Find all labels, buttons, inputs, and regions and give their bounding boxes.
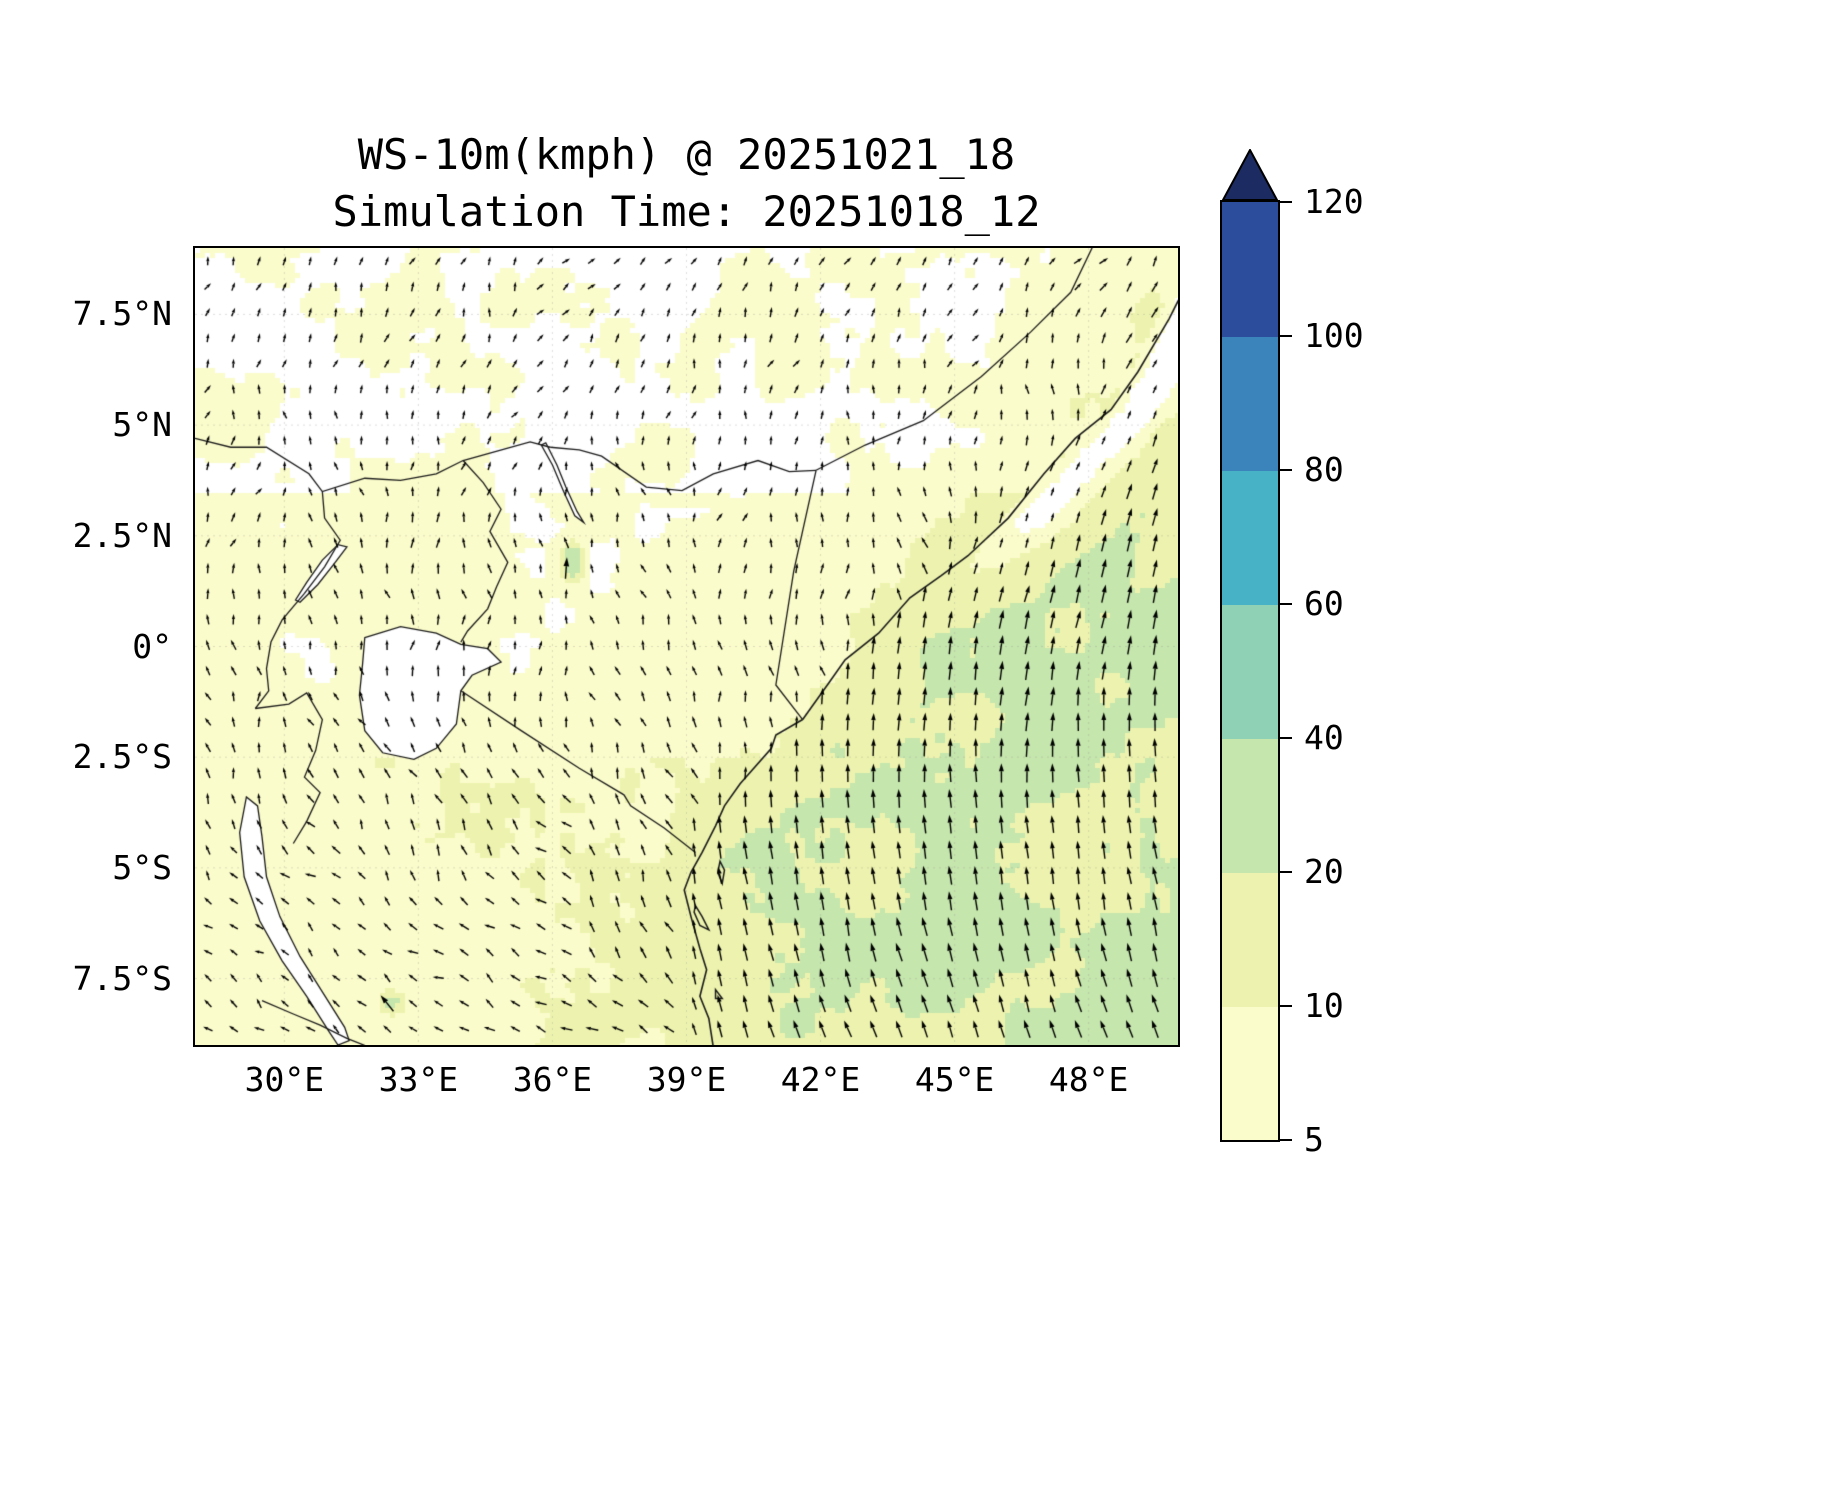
colorbar-segment — [1222, 470, 1278, 605]
colorbar-tick — [1278, 469, 1292, 471]
colorbar-tick-label: 80 — [1304, 450, 1344, 489]
chart-title-line1: WS-10m(kmph) @ 20251021_18 — [357, 130, 1016, 179]
colorbar-segment — [1222, 872, 1278, 1007]
map-plot-area — [193, 246, 1180, 1047]
y-tick-label: 0° — [132, 626, 172, 666]
colorbar-tick — [1278, 737, 1292, 739]
x-tick-label: 48°E — [1048, 1060, 1129, 1099]
colorbar-segment — [1222, 336, 1278, 471]
x-tick-label: 30°E — [244, 1060, 325, 1099]
colorbar-tick — [1278, 201, 1292, 203]
colorbar-tick — [1278, 335, 1292, 337]
x-tick-label: 39°E — [646, 1060, 727, 1099]
colorbar-segment — [1222, 202, 1278, 337]
y-tick-label: 7.5°N — [72, 294, 172, 334]
colorbar-extend-max-triangle — [1222, 149, 1278, 201]
chart-title: WS-10m(kmph) @ 20251021_18 Simulation Ti… — [195, 126, 1178, 240]
chart-title-line2: Simulation Time: 20251018_12 — [332, 187, 1041, 236]
colorbar-tick — [1278, 603, 1292, 605]
colorbar-segment — [1222, 738, 1278, 873]
y-tick-label: 5°N — [112, 405, 172, 445]
colorbar-tick-label: 120 — [1304, 182, 1364, 221]
colorbar-tick-label: 60 — [1304, 584, 1344, 623]
y-tick-label: 5°S — [112, 847, 172, 887]
y-tick-label: 2.5°N — [72, 515, 172, 555]
colorbar-tick-label: 100 — [1304, 316, 1364, 355]
y-tick-label: 7.5°S — [72, 958, 172, 998]
colorbar-tick-label: 40 — [1304, 718, 1344, 757]
x-tick-label: 36°E — [512, 1060, 593, 1099]
colorbar-segment — [1222, 1006, 1278, 1141]
colorbar-tick-label: 20 — [1304, 852, 1344, 891]
x-tick-label: 45°E — [914, 1060, 995, 1099]
colorbar-tick — [1278, 1005, 1292, 1007]
x-tick-label: 42°E — [780, 1060, 861, 1099]
y-tick-label: 2.5°S — [72, 737, 172, 777]
x-tick-label: 33°E — [378, 1060, 459, 1099]
colorbar-tick-label: 10 — [1304, 986, 1344, 1025]
colorbar-tick — [1278, 1139, 1292, 1141]
colorbar-segment — [1222, 604, 1278, 739]
colorbar-tick-label: 5 — [1304, 1120, 1324, 1159]
map-canvas — [195, 248, 1178, 1045]
colorbar-tick — [1278, 871, 1292, 873]
